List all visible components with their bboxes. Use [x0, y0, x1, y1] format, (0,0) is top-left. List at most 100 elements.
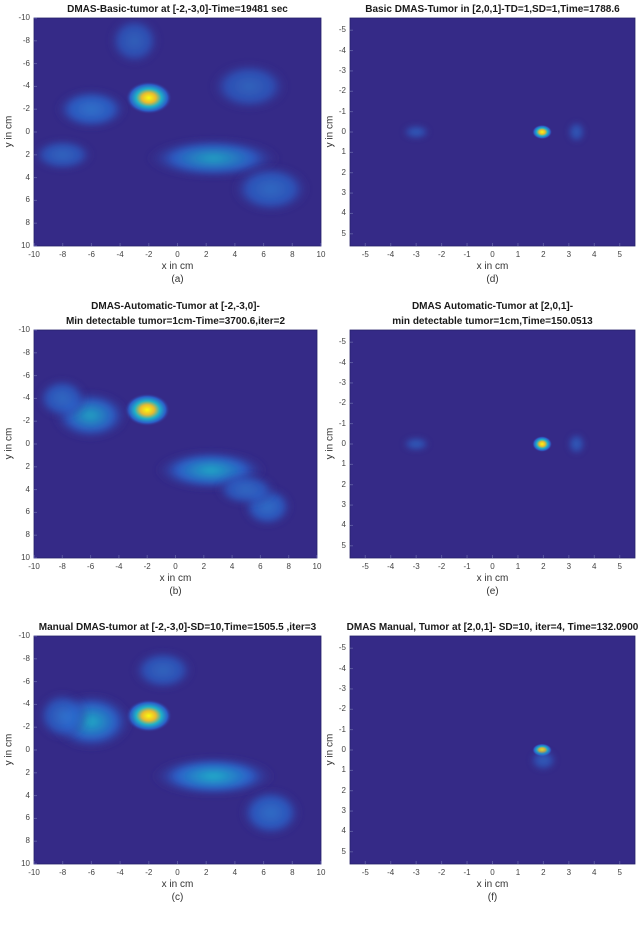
y-tick-label: 0: [341, 127, 346, 136]
x-tick-label: -10: [28, 868, 40, 877]
x-tick-label: -10: [28, 250, 40, 259]
y-tick-label: -10: [18, 325, 30, 334]
x-tick-label: -3: [412, 562, 420, 571]
x-tick-label: -8: [59, 250, 67, 259]
y-tick-label: -10: [18, 13, 30, 22]
panel-label: (b): [169, 586, 182, 597]
x-tick-label: 2: [203, 868, 209, 877]
y-tick-label: 0: [25, 127, 30, 136]
panel-label: (e): [486, 586, 499, 597]
x-tick-label: -1: [463, 868, 471, 877]
plot-area: [350, 18, 635, 246]
y-tick-label: -5: [338, 25, 346, 35]
x-tick-label: 8: [290, 868, 295, 877]
y-tick-label: -6: [22, 370, 30, 380]
y-tick-label: -4: [338, 45, 346, 55]
x-tick-label: -2: [145, 250, 153, 259]
x-axis-label: x in cm: [159, 573, 192, 584]
y-tick-label: 10: [21, 859, 30, 868]
y-tick-label: 2: [341, 785, 346, 795]
x-tick-label: 4: [592, 868, 597, 877]
hotspot: [36, 377, 88, 419]
chart-title: DMAS-Basic-tumor at [-2,-3,0]-Time=19481…: [67, 4, 288, 15]
panel-label: (a): [171, 274, 184, 285]
y-tick-label: -6: [22, 58, 30, 68]
y-tick-label: 2: [25, 767, 30, 777]
x-tick-label: 0: [175, 868, 180, 877]
y-axis-label: y in cm: [324, 733, 336, 766]
y-tick-label: 5: [341, 846, 346, 856]
y-tick-label: -4: [22, 393, 30, 403]
x-tick-label: 5: [617, 250, 622, 259]
chart-title: Manual DMAS-tumor at [-2,-3,0]-SD=10,Tim…: [38, 622, 317, 633]
x-tick-label: 3: [566, 868, 572, 877]
x-tick-label: 10: [316, 868, 326, 877]
x-tick-label: 2: [203, 250, 209, 259]
hotspot: [151, 755, 276, 797]
plot-area: [350, 636, 635, 864]
x-tick-label: -3: [412, 250, 420, 259]
x-tick-label: -8: [58, 562, 66, 571]
y-tick-label: 8: [25, 530, 30, 540]
x-tick-label: -4: [387, 562, 395, 571]
y-tick-label: 2: [25, 461, 30, 471]
x-axis-label: x in cm: [476, 879, 509, 890]
y-tick-label: 4: [25, 172, 30, 182]
chart-title: Min detectable tumor=1cm-Time=3700.6,ite…: [65, 316, 286, 327]
y-tick-label: -2: [22, 104, 30, 114]
x-tick-label: -5: [361, 562, 369, 571]
y-tick-label: -3: [338, 377, 346, 387]
x-tick-label: -4: [387, 868, 395, 877]
y-tick-label: 5: [341, 228, 346, 238]
y-tick-label: -8: [22, 347, 30, 357]
y-tick-label: -1: [338, 106, 346, 116]
y-tick-label: 2: [341, 167, 346, 177]
x-tick-label: -10: [28, 562, 40, 571]
y-tick-label: 4: [341, 826, 346, 836]
x-tick-label: 0: [490, 868, 495, 877]
y-tick-label: 3: [341, 806, 346, 816]
y-tick-label: 6: [25, 813, 30, 823]
y-tick-label: 0: [341, 439, 346, 448]
x-tick-label: -4: [116, 868, 124, 877]
y-tick-label: -4: [22, 81, 30, 91]
y-tick-label: 8: [25, 218, 30, 228]
x-axis-label: x in cm: [476, 261, 509, 272]
x-axis-label: x in cm: [161, 879, 194, 890]
x-tick-label: 3: [566, 562, 572, 571]
y-tick-label: 5: [341, 540, 346, 550]
x-axis-label: x in cm: [161, 261, 194, 272]
hotspot: [124, 393, 171, 427]
hotspot: [402, 124, 430, 140]
x-tick-label: 10: [312, 562, 322, 571]
x-tick-label: 1: [515, 562, 521, 571]
x-tick-label: 2: [541, 250, 546, 259]
x-tick-label: -4: [116, 250, 124, 259]
y-tick-label: 2: [25, 149, 30, 159]
x-tick-label: -5: [361, 868, 369, 877]
y-tick-label: -10: [18, 631, 30, 640]
y-tick-label: 3: [341, 188, 346, 198]
x-tick-label: 6: [261, 868, 266, 877]
chart-title: DMAS-Automatic-Tumor at [-2,-3,0]-: [91, 301, 260, 312]
chart-title: Basic DMAS-Tumor in [2,0,1]-TD=1,SD=1,Ti…: [365, 4, 620, 15]
y-tick-label: -8: [22, 35, 30, 45]
x-tick-label: -6: [87, 868, 95, 877]
x-tick-label: 4: [232, 868, 238, 877]
chart-title: min detectable tumor=1cm,Time=150.0513: [392, 316, 593, 327]
x-tick-label: 0: [490, 250, 495, 259]
hotspot: [232, 164, 310, 214]
x-tick-label: 2: [201, 562, 207, 571]
y-tick-label: -8: [22, 653, 30, 663]
x-tick-label: 0: [173, 562, 178, 571]
x-tick-label: 5: [617, 562, 622, 571]
hotspot: [36, 691, 89, 741]
y-tick-label: 4: [25, 790, 30, 800]
y-tick-label: -4: [338, 663, 346, 673]
hotspot: [132, 649, 195, 691]
x-tick-label: 6: [258, 562, 263, 571]
y-tick-label: -2: [338, 86, 346, 96]
